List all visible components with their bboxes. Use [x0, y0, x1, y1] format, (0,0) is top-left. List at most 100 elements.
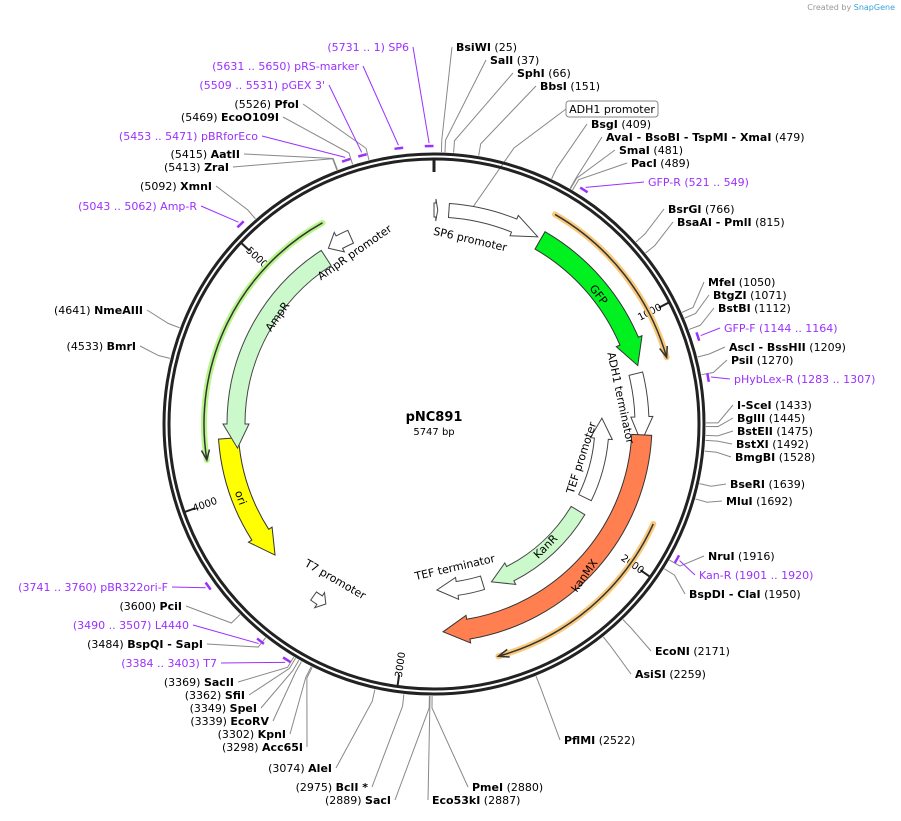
restriction-site-label[interactable]: NruI (1916) — [708, 550, 775, 563]
restriction-site-label[interactable]: PmeI (2880) — [472, 781, 543, 794]
restriction-site-label[interactable]: AscI - BssHII (1209) — [729, 341, 846, 354]
restriction-site-label[interactable]: (2889) SacI — [325, 794, 391, 807]
primer-label[interactable]: (3490 .. 3507) L4440 — [73, 619, 189, 632]
restriction-site-label[interactable]: (3484) BspQI - SapI — [87, 638, 203, 651]
restriction-site-label[interactable]: (3074) AleI — [268, 762, 332, 775]
restriction-site-label[interactable]: MluI (1692) — [726, 495, 793, 508]
gfp-arrow[interactable] — [534, 231, 643, 367]
primer-mark — [282, 656, 292, 664]
tick-mark — [240, 242, 251, 252]
primer-label[interactable]: Kan-R (1901 .. 1920) — [699, 569, 813, 582]
site-leader-line — [248, 657, 296, 696]
restriction-site-label[interactable]: BstBI (1112) — [718, 302, 791, 315]
feature-label[interactable]: ori — [232, 489, 249, 507]
restriction-site-label[interactable]: (3298) Acc65I — [222, 741, 303, 754]
ori-arrow[interactable] — [217, 437, 276, 556]
restriction-site-label[interactable]: PacI (489) — [631, 157, 690, 170]
feature-label[interactable]: T7 promoter — [302, 556, 369, 602]
restriction-site-label[interactable]: BglII (1445) — [737, 412, 805, 425]
site-leader-line — [282, 116, 354, 165]
restriction-site-label[interactable]: BtgZI (1071) — [713, 289, 787, 302]
restriction-site-label[interactable]: SphI (66) — [517, 67, 571, 80]
restriction-site-label[interactable]: BspDI - ClaI (1950) — [689, 588, 801, 601]
restriction-site-label[interactable]: (3302) KpnI — [218, 728, 286, 741]
feature-label[interactable]: SP6 promoter — [432, 225, 509, 255]
kanr-arrow[interactable] — [490, 505, 586, 585]
primer-mark — [256, 637, 265, 645]
restriction-site-label[interactable]: BbsI (151) — [540, 80, 600, 93]
feature-label[interactable]: ADH1 terminator — [604, 351, 636, 445]
restriction-site-label[interactable]: (2975) BclI * — [296, 781, 369, 794]
tick-mark — [396, 674, 401, 686]
restriction-site-label[interactable]: Eco53kI (2887) — [432, 794, 520, 807]
restriction-site-label[interactable]: (5413) ZraI — [164, 161, 229, 174]
restriction-site-label[interactable]: (4641) NmeAIII — [54, 304, 143, 317]
primer-label[interactable]: (5731 .. 1) SP6 — [327, 41, 409, 54]
primer-label[interactable]: (5043 .. 5062) Amp-R — [78, 200, 197, 213]
primer-label[interactable]: (5631 .. 5650) pRS-marker — [212, 60, 359, 73]
restriction-site-label[interactable]: BsrGI (766) — [668, 203, 735, 216]
site-leader-line — [232, 158, 338, 171]
tef-promoter-arrow[interactable] — [578, 417, 614, 502]
primer-leader-line — [412, 46, 430, 144]
restriction-site-label[interactable]: (5415) AatII — [171, 148, 240, 161]
kanmx-arrow[interactable] — [442, 433, 653, 644]
restriction-site-label[interactable]: AsiSI (2259) — [635, 668, 706, 681]
primer-label[interactable]: (3384 .. 3403) T7 — [121, 657, 217, 670]
adh1-terminator-arrow[interactable] — [628, 371, 654, 444]
site-leader-line — [570, 149, 616, 190]
restriction-site-label[interactable]: (5092) XmnI — [140, 180, 212, 193]
restriction-site-label[interactable]: (3369) SacII — [164, 676, 234, 689]
restriction-site-label[interactable]: SmaI (481) — [619, 144, 683, 157]
site-leader-line — [705, 417, 734, 428]
restriction-site-label[interactable]: SalI (37) — [490, 54, 539, 67]
primer-label[interactable]: (3741 .. 3760) pBR322ori-F — [18, 581, 168, 594]
restriction-site-label[interactable]: I-SceI (1433) — [737, 399, 812, 412]
adh1-promoter-label[interactable]: ADH1 promoter — [569, 103, 655, 116]
restriction-site-label[interactable]: PflMI (2522) — [564, 734, 635, 747]
restriction-site-label[interactable]: (5526) PfoI — [234, 98, 299, 111]
site-leader-line — [535, 675, 561, 741]
sp6-promoter-arrow[interactable] — [447, 203, 539, 238]
ampr-promoter-arrow[interactable] — [327, 229, 355, 253]
site-leader-line — [705, 439, 733, 445]
ampr-highlight[interactable] — [203, 222, 323, 461]
restriction-site-label[interactable]: (4533) BmrI — [67, 340, 136, 353]
primer-label[interactable]: GFP-F (1144 .. 1164) — [724, 322, 838, 335]
site-leader-line — [371, 694, 405, 788]
restriction-site-label[interactable]: BsaAI - PmlI (815) — [677, 216, 785, 229]
restriction-site-label[interactable]: (5469) EcoO109I — [181, 111, 279, 124]
restriction-site-label[interactable]: (3362) SfiI — [185, 689, 245, 702]
gfp-highlight[interactable] — [554, 213, 668, 358]
site-leader-line — [431, 695, 469, 788]
site-leader-line — [699, 483, 727, 487]
restriction-site-label[interactable]: BstEII (1475) — [737, 425, 813, 438]
primer-label[interactable]: (5509 .. 5531) pGEX 3' — [199, 79, 325, 92]
restriction-site-label[interactable]: BsiWI (25) — [456, 41, 517, 54]
restriction-site-label[interactable]: (3600) PciI — [119, 600, 182, 613]
restriction-site-label[interactable]: (3349) SpeI — [190, 702, 257, 715]
restriction-site-label[interactable]: AvaI - BsoBI - TspMI - XmaI (479) — [606, 131, 805, 144]
restriction-site-label[interactable]: MfeI (1050) — [708, 276, 775, 289]
kanmx-highlight[interactable] — [498, 523, 654, 657]
site-leader-line — [569, 136, 603, 189]
site-leader-line — [688, 307, 715, 330]
tef-terminator-arrow[interactable] — [435, 575, 486, 601]
primer-label[interactable]: (5453 .. 5471) pBRforEco — [119, 130, 258, 143]
restriction-site-label[interactable]: BmgBI (1528) — [735, 451, 815, 464]
t7-promoter-arrow[interactable] — [309, 591, 327, 609]
site-leader-line — [302, 103, 370, 161]
sp6-feature-arrow[interactable] — [433, 198, 439, 222]
restriction-site-label[interactable]: EcoNI (2171) — [655, 645, 730, 658]
ampr-arrow[interactable] — [222, 249, 332, 450]
restriction-site-label[interactable]: BstXI (1492) — [736, 438, 809, 451]
restriction-site-label[interactable]: (3339) EcoRV — [190, 715, 269, 728]
primer-leader-line — [171, 586, 206, 589]
restriction-site-label[interactable]: BsgI (409) — [591, 118, 651, 131]
feature-label[interactable]: AmpR promoter — [315, 222, 394, 283]
restriction-site-label[interactable]: PsiI (1270) — [731, 354, 793, 367]
primer-label[interactable]: GFP-R (521 .. 549) — [648, 176, 749, 189]
primer-label[interactable]: pHybLex-R (1283 .. 1307) — [734, 373, 875, 386]
plasmid-backbone — [162, 152, 706, 696]
restriction-site-label[interactable]: BseRI (1639) — [730, 478, 805, 491]
